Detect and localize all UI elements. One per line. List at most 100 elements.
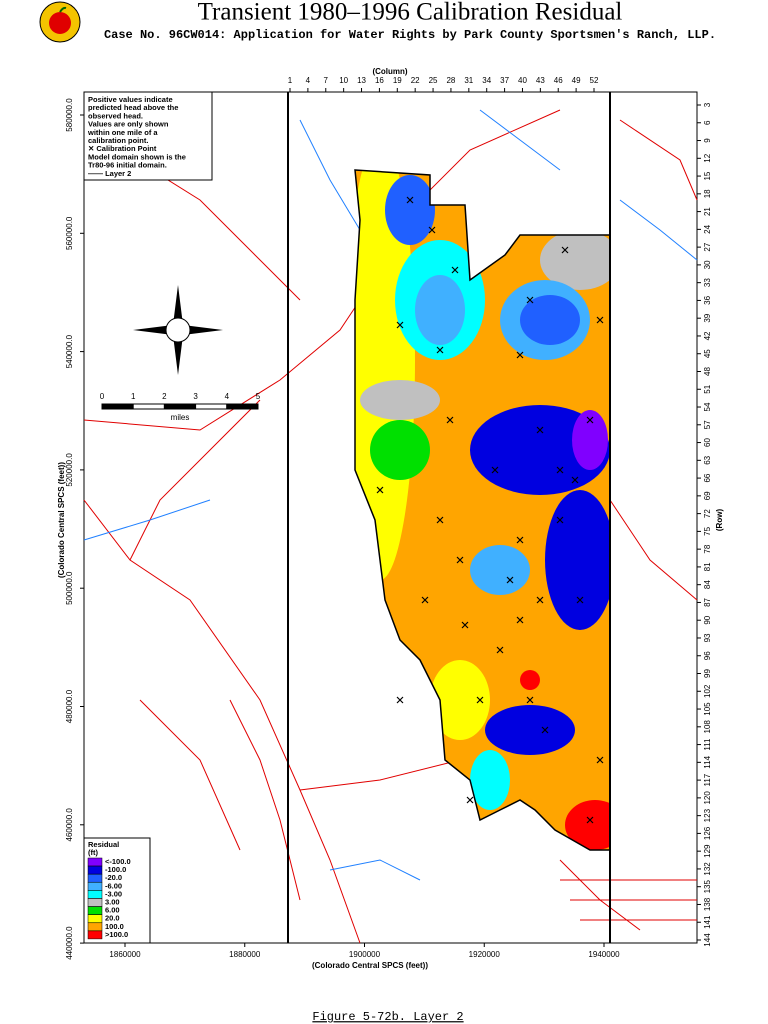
- row-tick-label: 69: [703, 491, 712, 500]
- calibration-point: [596, 756, 604, 764]
- figure-caption: Figure 5-72b. Layer 2: [312, 1010, 463, 1024]
- row-tick-label: 9: [703, 138, 712, 143]
- legend-swatch: [87, 890, 103, 899]
- axes: (Column)1 4 7 10 13 16 19 22 25 28 31 34 37 40 43 46 49 5…: [57, 67, 724, 970]
- y-tick-label: 440000.0: [65, 926, 74, 960]
- column-tick-label: 22: [411, 76, 420, 85]
- x-tick-label: 1900000: [349, 950, 381, 959]
- calibration-point: [586, 416, 594, 424]
- row-tick-label: 66: [703, 473, 712, 482]
- notes-box: [83, 91, 213, 181]
- column-tick-label: 13: [357, 76, 366, 85]
- row-tick-label: 63: [703, 455, 712, 464]
- compass-rose: [133, 285, 223, 375]
- row-tick-label: 60: [703, 438, 712, 447]
- axis-label: (Row): [715, 509, 724, 532]
- note-line: observed head.: [88, 111, 143, 120]
- calibration-point: [561, 246, 569, 254]
- calibration-point: [586, 816, 594, 824]
- row-tick-label: 132: [703, 862, 712, 876]
- row-tick-label: 3: [703, 102, 712, 107]
- axis-label: (Column): [372, 67, 407, 76]
- legend-swatch: [87, 882, 103, 891]
- legend-swatch: [87, 865, 103, 875]
- scale-label: 4: [225, 392, 230, 401]
- row-tick-label: 84: [703, 580, 712, 589]
- note-line: within one mile of a: [87, 128, 158, 137]
- row-tick-label: 18: [703, 189, 712, 198]
- y-tick-label: 520000.0: [65, 453, 74, 487]
- column-tick-label: 31: [464, 76, 473, 85]
- legend: Residual(ft) <-100.0-100.0-20.0-6.00-3.00…: [87, 840, 131, 940]
- column-tick-label: 43: [536, 76, 545, 85]
- legend-label: 6.00: [105, 906, 120, 915]
- note-line: Positive values indicate: [88, 95, 173, 104]
- y-tick-label: 480000.0: [65, 689, 74, 723]
- calibration-point: [466, 796, 474, 804]
- scale-segment: [226, 403, 259, 410]
- axis-label: (Colorado Central SPCS (feet)): [312, 961, 428, 970]
- scale-label: 1: [131, 392, 136, 401]
- calibration-point: [436, 346, 444, 354]
- calibration-point: [406, 196, 414, 204]
- calibration-point: [536, 596, 544, 604]
- calibration-point: [436, 516, 444, 524]
- legend-label: 20.0: [105, 914, 120, 923]
- row-tick-label: 57: [703, 420, 712, 429]
- row-tick-label: 144: [703, 933, 712, 947]
- legend-swatch: [87, 922, 103, 932]
- legend-title: Residual: [88, 840, 119, 849]
- row-tick-label: 12: [703, 153, 712, 162]
- legend-label: -20.0: [105, 873, 122, 882]
- legend-swatch: [87, 857, 103, 867]
- calibration-point: [576, 596, 584, 604]
- x-tick-label: 1920000: [469, 950, 501, 959]
- row-tick-label: 48: [703, 366, 712, 375]
- row-tick-label: 117: [703, 773, 712, 786]
- row-tick-label: 21: [703, 207, 712, 216]
- y-tick-label: 460000.0: [65, 808, 74, 842]
- scale-segment: [163, 403, 197, 410]
- scale-segment: [132, 403, 165, 410]
- row-tick-label: 93: [703, 633, 712, 642]
- legend-label: 100.0: [105, 922, 124, 931]
- y-tick-label: 500000.0: [65, 571, 74, 605]
- row-tick-label: 6: [703, 120, 712, 125]
- row-tick-label: 105: [703, 702, 712, 716]
- row-tick-label: 114: [703, 755, 712, 768]
- row-tick-label: 24: [703, 224, 712, 233]
- calibration-point: [516, 616, 524, 624]
- legend-label: -6.00: [105, 881, 122, 890]
- row-tick-label: 36: [703, 295, 712, 304]
- row-tick-label: 39: [703, 313, 712, 322]
- column-tick-label: 46: [554, 76, 563, 85]
- calibration-point: [428, 226, 436, 234]
- calibration-point: [541, 726, 549, 734]
- legend-label: <-100.0: [105, 857, 131, 866]
- row-tick-label: 111: [703, 738, 712, 751]
- calibration-point: [596, 316, 604, 324]
- row-tick-label: 108: [703, 720, 712, 734]
- calibration-point: [556, 466, 564, 474]
- x-tick-label: 1880000: [229, 950, 261, 959]
- calibration-point: [516, 351, 524, 359]
- calibration-point: [496, 646, 504, 654]
- scale-bar: 0 1 2 3 4 5 miles: [100, 392, 261, 422]
- row-tick-label: 75: [703, 526, 712, 535]
- calibration-point: [376, 486, 384, 494]
- row-tick-label: 126: [703, 826, 712, 840]
- scale-segment: [195, 403, 228, 410]
- scale-segment: [101, 403, 134, 410]
- logo: [39, 1, 81, 43]
- row-tick-label: 123: [703, 808, 712, 822]
- column-tick-label: 10: [339, 76, 348, 85]
- calibration-point: [421, 596, 429, 604]
- column-tick-label: 19: [393, 76, 402, 85]
- note-line: predicted head above the: [88, 103, 178, 112]
- column-tick-label: 40: [518, 76, 527, 85]
- row-tick-label: 72: [703, 509, 712, 518]
- row-tick-label: 120: [703, 791, 712, 805]
- calibration-point: [536, 426, 544, 434]
- legend-swatch: [87, 898, 103, 907]
